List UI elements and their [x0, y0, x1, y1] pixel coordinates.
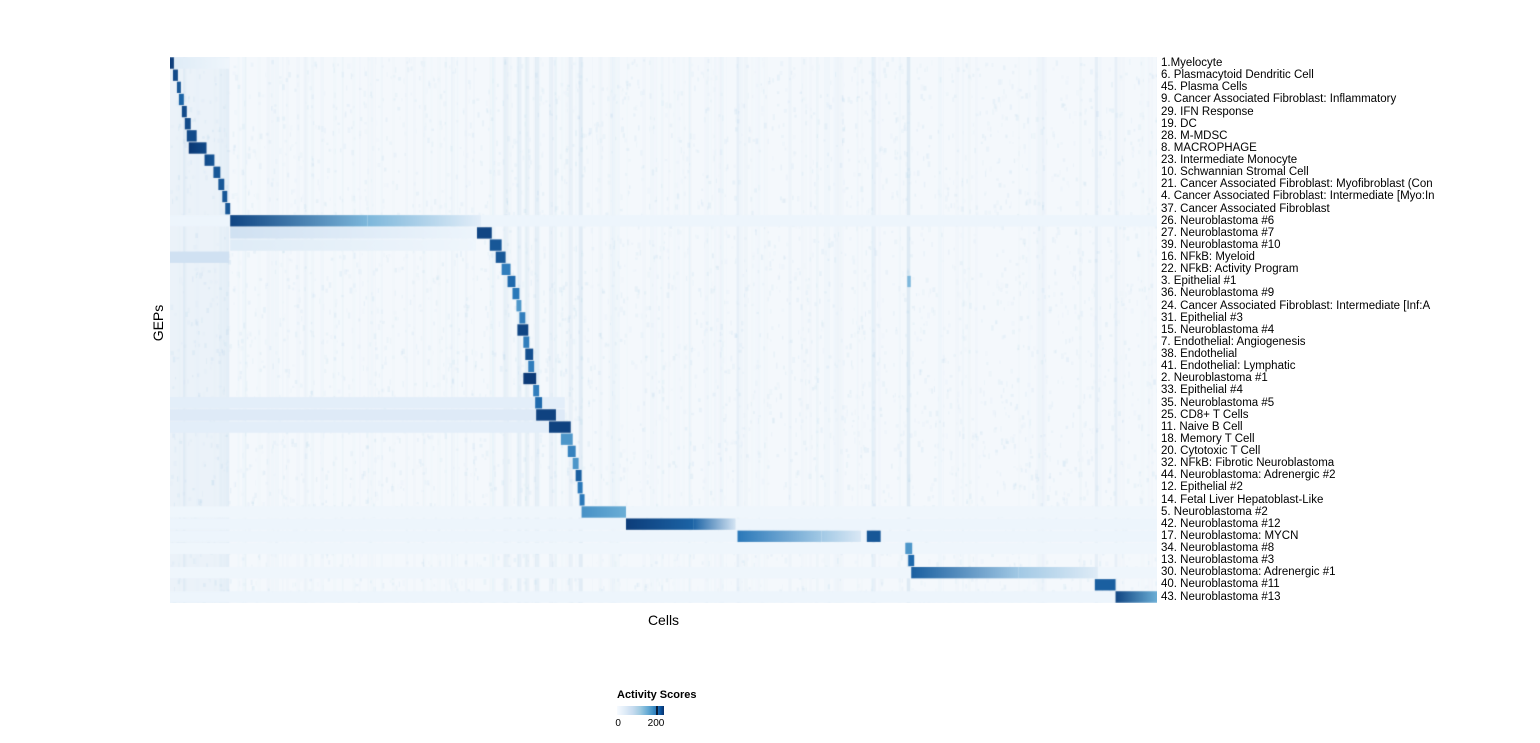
row-label: 15. Neuroblastoma #4 — [1161, 323, 1275, 336]
row-label: 10. Schwannian Stromal Cell — [1161, 166, 1309, 179]
heatmap-canvas — [170, 57, 1157, 603]
row-label: 30. Neuroblastoma: Adrenergic #1 — [1161, 566, 1336, 579]
row-labels: 1.Myelocyte 6. Plasmacytoid Dendritic Cel… — [1161, 57, 1540, 603]
row-label: 34. Neuroblastoma #8 — [1161, 542, 1275, 554]
row-label: 37. Cancer Associated Fibroblast — [1161, 202, 1330, 215]
row-label: 27. Neuroblastoma #7 — [1161, 226, 1275, 239]
row-label: 12. Epithelial #2 — [1161, 481, 1243, 494]
row-label: 25. CD8+ T Cells — [1161, 408, 1249, 421]
row-label: 39. Neuroblastoma #10 — [1161, 238, 1281, 251]
row-label: 19. DC — [1161, 117, 1197, 130]
row-label: 45. Plasma Cells — [1161, 81, 1248, 94]
row-label: 41. Endothelial: Lymphatic — [1161, 360, 1296, 373]
row-label: 13. Neuroblastoma #3 — [1161, 554, 1275, 567]
row-label: 23. Intermediate Monocyte — [1161, 154, 1298, 166]
row-label: 21. Cancer Associated Fibroblast: Myofib… — [1161, 178, 1433, 191]
legend-min-label: 0 — [615, 718, 621, 729]
row-label: 9. Cancer Associated Fibroblast: Inflamm… — [1161, 93, 1397, 106]
row-label: 14. Fetal Liver Hepatoblast-Like — [1161, 493, 1324, 506]
row-label: 3. Epithelial #1 — [1161, 275, 1237, 288]
row-label: 36. Neuroblastoma #9 — [1161, 287, 1275, 300]
row-label: 32. NFkB: Fibrotic Neuroblastoma — [1161, 457, 1335, 470]
legend-max-label: 200 — [647, 718, 665, 729]
y-axis-label: GEPs — [150, 304, 166, 342]
row-label: 6. Plasmacytoid Dendritic Cell — [1161, 69, 1314, 82]
legend-tick-labels: 0 200 — [615, 718, 665, 732]
row-label: 20. Cytotoxic T Cell — [1161, 445, 1261, 457]
row-label: 24. Cancer Associated Fibroblast: Interm… — [1161, 299, 1431, 312]
x-axis-label: Cells — [647, 612, 680, 628]
legend-tick-mark — [656, 706, 658, 715]
row-label: 40. Neuroblastoma #11 — [1161, 578, 1280, 591]
row-label: 35. Neuroblastoma #5 — [1161, 396, 1275, 409]
row-label: 17. Neuroblastoma: MYCN — [1161, 529, 1299, 542]
row-label: 31. Epithelial #3 — [1161, 311, 1243, 324]
legend: Activity Scores 0 200 — [615, 689, 737, 732]
row-label: 7. Endothelial: Angiogenesis — [1161, 335, 1306, 348]
legend-gradient-bar — [617, 706, 664, 715]
row-label: 5. Neuroblastoma #2 — [1161, 505, 1268, 518]
row-label: 44. Neuroblastoma: Adrenergic #2 — [1161, 469, 1336, 482]
row-label: 2. Neuroblastoma #1 — [1161, 372, 1268, 385]
row-label: 26. Neuroblastoma #6 — [1161, 214, 1275, 227]
row-label: 22. NFkB: Activity Program — [1161, 263, 1299, 276]
legend-title: Activity Scores — [617, 689, 697, 701]
row-label: 29. IFN Response — [1161, 105, 1254, 118]
row-label: 18. Memory T Cell — [1161, 432, 1255, 445]
row-label: 43. Neuroblastoma #13 — [1161, 590, 1281, 603]
row-label: 8. MACROPHAGE — [1161, 141, 1257, 154]
row-label: 11. Naive B Cell — [1161, 420, 1243, 433]
row-label: 33. Epithelial #4 — [1161, 384, 1243, 397]
row-label: 42. Neuroblastoma #12 — [1161, 517, 1281, 530]
row-label: 4. Cancer Associated Fibroblast: Interme… — [1161, 190, 1435, 203]
row-label: 38. Endothelial — [1161, 348, 1238, 360]
row-label: 16. NFkB: Myeloid — [1161, 251, 1255, 263]
row-label: 1.Myelocyte — [1161, 57, 1223, 69]
row-label: 28. M-MDSC — [1161, 129, 1228, 142]
